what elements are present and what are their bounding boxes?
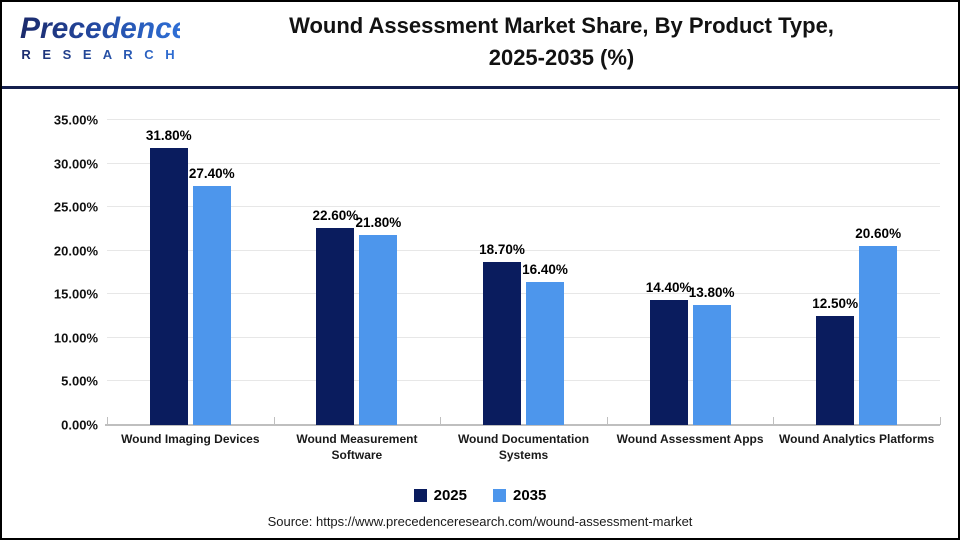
precedence-research-logo: Precedence R E S E A R C H (20, 12, 189, 63)
gridline (107, 249, 940, 251)
logo-subtext: R E S E A R C H (21, 47, 179, 62)
plot-area: 31.80% 27.40% 22.60% 21.80% 18.70% 16.40% 14.4… (105, 119, 941, 426)
chart-title-line2: 2025-2035 (%) (488, 44, 635, 70)
y-tick-label: 25.00% (53, 199, 98, 215)
gridline (107, 162, 940, 164)
bar-value-label: 22.60% (312, 208, 359, 224)
gridline (107, 380, 940, 382)
bar-2025-5 (816, 316, 855, 425)
y-tick-label: 20.00% (53, 243, 98, 259)
x-axis-tick (606, 417, 608, 425)
x-axis-tick (273, 417, 275, 425)
gridline (107, 206, 940, 208)
y-tick-label: 0.00% (61, 417, 98, 433)
bar-2025-2 (316, 228, 355, 425)
source-text: Source: https://www.precedenceresearch.c… (267, 514, 693, 529)
header: Precedence R E S E A R C H Wound Assessm… (2, 2, 958, 86)
legend-label: 2025 (433, 487, 467, 504)
chart-title: Wound Assessment Market Share, By Produc… (177, 10, 946, 74)
bar-value-label: 18.70% (479, 242, 525, 258)
legend-swatch-icon (493, 489, 506, 502)
bar-value-label: 21.80% (355, 215, 402, 231)
bar-value-label: 31.80% (145, 127, 192, 143)
category-label: Wound Documentation Systems (457, 432, 590, 462)
bar-value-label: 14.40% (645, 279, 692, 295)
header-divider (2, 86, 958, 89)
bar-value-label: 27.40% (188, 166, 235, 182)
category-label: Wound Measurement Software (296, 432, 418, 462)
y-tick-label: 30.00% (53, 156, 98, 172)
bar-2035-4 (692, 304, 731, 425)
y-tick-label: 15.00% (53, 286, 98, 302)
category-label: Wound Imaging Devices (121, 432, 260, 446)
legend-label: 2035 (513, 487, 547, 504)
chart-title-line1: Wound Assessment Market Share, By Produc… (289, 13, 834, 38)
legend-swatch-icon (413, 489, 427, 502)
logo-brand-text: Precedence (20, 12, 189, 45)
bar-2025-4 (649, 299, 688, 425)
legend-item-2025: 2025 (413, 487, 467, 504)
bar-2025-1 (149, 147, 188, 425)
y-tick-label: 35.00% (53, 112, 98, 128)
x-axis-tick (440, 417, 442, 425)
legend: 2025 2035 (2, 487, 958, 504)
gridline (107, 119, 940, 120)
y-tick-label: 10.00% (53, 330, 98, 346)
category-label: Wound Analytics Platforms (779, 432, 935, 446)
bar-value-label: 12.50% (812, 296, 859, 312)
y-axis-labels: 0.00% 5.00% 10.00% 15.00% 20.00% 25.00% 30.00%… (20, 113, 102, 433)
x-axis-tick (940, 417, 941, 425)
bar-2035-3 (526, 282, 564, 425)
x-axis-line (105, 424, 940, 426)
bar-value-label: 20.60% (855, 225, 902, 241)
y-tick-label: 5.00% (61, 373, 98, 389)
bar-2035-5 (859, 245, 898, 425)
bar-2035-2 (359, 235, 398, 425)
bar-value-label: 16.40% (522, 262, 568, 278)
bar-2035-1 (192, 186, 231, 425)
x-axis-tick (773, 417, 775, 425)
category-label: Wound Assessment Apps (616, 432, 764, 446)
gridline (107, 336, 940, 338)
bar-2025-3 (483, 262, 521, 425)
legend-item-2035: 2035 (493, 487, 546, 504)
x-axis-tick (107, 417, 108, 425)
bar-value-label: 13.80% (688, 284, 735, 300)
gridline (107, 293, 940, 295)
